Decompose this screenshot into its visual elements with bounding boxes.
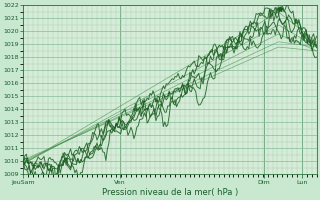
X-axis label: Pression niveau de la mer( hPa ): Pression niveau de la mer( hPa ) — [102, 188, 238, 197]
